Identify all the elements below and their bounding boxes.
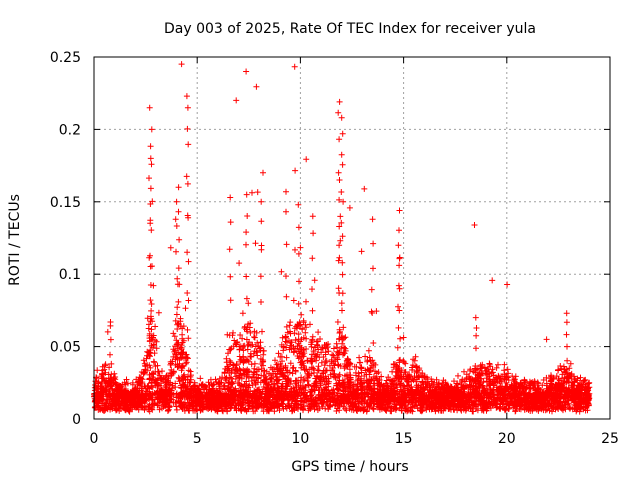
x-tick-label: 5 [193,431,202,447]
x-tick-label: 15 [395,431,413,447]
x-axis-label: GPS time / hours [291,459,408,475]
y-tick-label: 0.1 [59,267,81,283]
x-tick-label: 0 [90,431,99,447]
chart-title: Day 003 of 2025, Rate Of TEC Index for r… [164,21,536,37]
plot-frame [93,56,611,420]
y-axis-label: ROTI / TECUs [7,194,23,286]
y-tick-label: 0.15 [50,195,81,211]
x-tick-label: 25 [601,431,619,447]
y-tick-label: 0.05 [50,340,81,356]
data-points [91,61,593,415]
y-tick-label: 0.2 [59,122,81,138]
x-axis-ticks: 0 5 10 15 20 25 [90,57,619,447]
x-tick-label: 20 [498,431,516,447]
y-tick-label: 0.25 [50,50,81,66]
roti-data-markers [91,61,593,415]
x-tick-label: 10 [291,431,309,447]
y-tick-label: 0 [72,412,81,428]
y-axis-ticks: 0 0.05 0.1 0.15 0.2 0.25 [50,50,610,428]
